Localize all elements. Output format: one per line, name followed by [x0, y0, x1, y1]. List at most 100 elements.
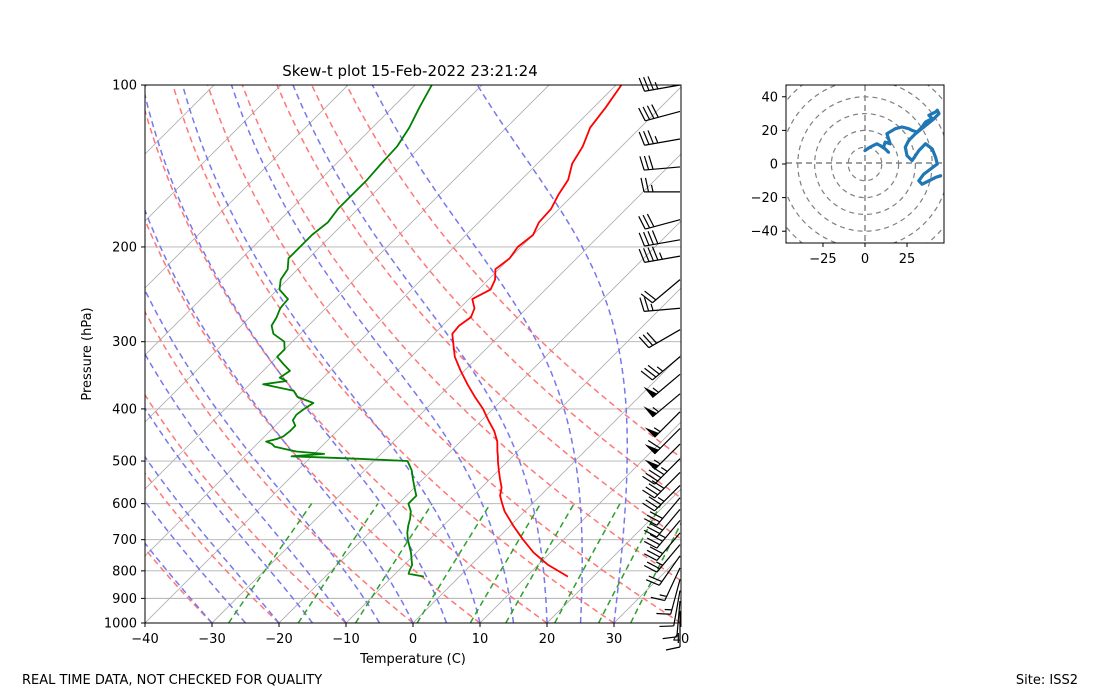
site-label: Site: ISS2	[1015, 673, 1078, 688]
wind-barb-full	[643, 529, 658, 538]
wind-barb-full	[649, 533, 663, 542]
wind-barb-staff	[656, 497, 681, 526]
wind-barb	[645, 555, 681, 586]
wind-barb-full	[651, 104, 659, 118]
wind-barb-staff	[658, 555, 681, 586]
wind-barb-full	[642, 502, 655, 512]
hodograph-x-tick-label: 25	[899, 252, 916, 267]
wind-barb-full	[647, 130, 654, 144]
y-tick-label: 1000	[104, 617, 137, 632]
wind-barb-full	[646, 549, 661, 558]
wind-barb-half	[654, 136, 659, 144]
wind-barb-full	[642, 334, 654, 346]
wind-barb-full	[643, 518, 658, 526]
hodograph-trace	[863, 108, 943, 186]
wind-barb-full	[656, 612, 671, 615]
wind-barb-flag	[643, 386, 657, 398]
isotherm-line	[0, 85, 13, 623]
wind-barb	[640, 279, 681, 304]
wind-barb-flag	[643, 406, 657, 417]
wind-barb-full	[648, 155, 654, 170]
hodograph-line	[863, 108, 943, 186]
wind-barb-full	[646, 105, 655, 119]
wind-barb-staff	[656, 520, 681, 549]
wind-barb-staff	[648, 329, 681, 349]
moist-adiabat-line	[145, 542, 213, 623]
x-tick-label: 40	[673, 632, 690, 647]
mixing-ratio-lines	[227, 503, 681, 623]
dry-adiabat-line	[145, 547, 213, 623]
wind-barb-full	[646, 514, 661, 523]
wind-barb-staff	[652, 279, 681, 304]
wind-barb-full	[640, 370, 653, 381]
skewt-y-label: Pressure (hPa)	[80, 307, 95, 400]
y-tick-label: 600	[112, 497, 137, 512]
hodograph-x-tick-label: 0	[861, 252, 869, 267]
skewt-panel: −40 −30 −20 −10 0 10 20 30 40 100 200 300 400 500 600…	[0, 62, 690, 667]
hodograph-x-tick-label: −25	[809, 252, 836, 267]
wind-barb	[638, 130, 681, 146]
wind-barb	[643, 497, 681, 526]
wind-barb	[644, 411, 681, 438]
wind-barb-full	[646, 526, 661, 535]
hodograph-x-ticks: −25 0 25	[809, 243, 915, 267]
wind-barb	[643, 520, 681, 549]
mixing-ratio-line	[227, 503, 313, 623]
wind-barb-full	[638, 232, 646, 247]
dry-adiabat-line	[145, 218, 481, 623]
wind-barb-full	[643, 155, 650, 170]
x-tick-label: 10	[472, 632, 489, 647]
skewt-x-label: Temperature (C)	[359, 652, 466, 667]
wind-barb-half	[652, 387, 659, 393]
isotherm-line	[278, 220, 681, 623]
wind-barb-staff	[652, 356, 681, 381]
dry-adiabat-line	[145, 108, 548, 623]
wind-barb-staff	[673, 590, 681, 627]
wind-barb-flag	[644, 427, 659, 438]
y-tick-label: 300	[112, 335, 137, 350]
wind-barb-staff	[654, 458, 681, 485]
wind-barb-full	[647, 231, 654, 245]
wind-barb-staff	[654, 485, 681, 512]
wind-barb-half	[650, 303, 654, 311]
wind-barb	[656, 579, 681, 615]
wind-barb-staff	[644, 84, 681, 92]
isotherm-line	[145, 85, 416, 356]
y-tick-label: 400	[112, 402, 137, 417]
dry-adiabat-line	[311, 85, 681, 499]
wind-barb-full	[659, 625, 674, 628]
moist-adiabats	[145, 85, 629, 623]
wind-barb	[640, 356, 681, 381]
wind-barb-full	[645, 472, 659, 482]
wind-barb-full	[643, 130, 650, 145]
wind-barb-full	[642, 106, 651, 120]
moist-adiabat-line	[145, 91, 448, 623]
moist-adiabat-line	[476, 85, 629, 623]
hodograph-y-tick-label: −20	[751, 191, 778, 206]
isotherm-line	[412, 354, 681, 623]
mixing-ratio-line	[416, 503, 492, 623]
wind-barb-full	[648, 575, 663, 583]
wind-barb-full	[651, 466, 665, 476]
wind-barb-half	[659, 594, 667, 598]
wind-barb-full	[651, 230, 659, 244]
wind-barb-full	[647, 76, 654, 90]
wind-barb-staff	[652, 393, 681, 418]
wind-barb	[644, 443, 681, 470]
wind-barb-full	[646, 332, 658, 344]
wind-barb-half	[660, 467, 668, 472]
moist-adiabat-line	[145, 500, 247, 623]
moist-adiabat-line	[145, 208, 414, 623]
y-tick-label: 200	[112, 240, 137, 255]
dry-adiabat-line	[241, 85, 681, 582]
dry-adiabat-line	[145, 310, 414, 623]
dry-adiabat-line	[145, 393, 347, 623]
wind-barb-full	[643, 76, 650, 91]
wind-barb	[639, 297, 681, 312]
hodograph-ring	[847, 146, 883, 182]
wind-barb	[650, 567, 681, 602]
x-tick-label: −40	[131, 632, 158, 647]
wind-barb	[643, 373, 681, 398]
isotherm-line	[145, 85, 349, 289]
